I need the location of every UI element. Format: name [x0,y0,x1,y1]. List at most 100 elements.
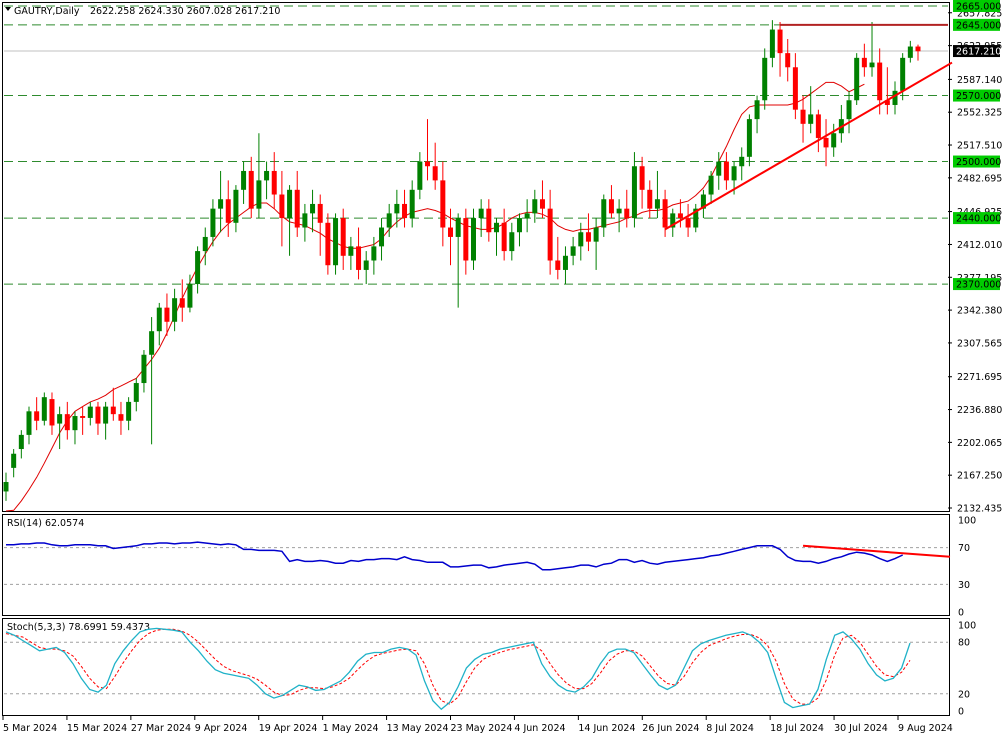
candle[interactable] [509,222,515,261]
candle[interactable] [900,53,906,101]
candle[interactable] [87,401,93,426]
candle[interactable] [325,213,331,275]
candle[interactable] [271,152,277,209]
candle[interactable] [555,236,561,280]
candle[interactable] [470,208,476,270]
candle[interactable] [785,38,791,82]
candle[interactable] [440,161,446,247]
collapse-triangle-icon[interactable] [5,7,11,11]
candle[interactable] [493,218,499,256]
candle[interactable] [647,180,653,219]
candle[interactable] [823,119,829,167]
candle[interactable] [532,189,538,223]
candle[interactable] [64,401,70,440]
candle[interactable] [394,189,400,228]
candle[interactable] [432,142,438,190]
candle[interactable] [501,208,507,261]
candle[interactable] [141,350,147,393]
candle[interactable] [578,222,584,261]
candle[interactable] [516,213,522,247]
candle[interactable] [402,189,408,228]
candle[interactable] [907,40,913,63]
candle[interactable] [486,199,492,242]
candle[interactable] [700,189,706,219]
candle[interactable] [854,53,860,105]
candle[interactable] [72,411,78,445]
candle[interactable] [593,218,599,270]
candle[interactable] [49,392,55,435]
candle[interactable] [654,170,660,219]
candle[interactable] [455,213,461,308]
candle[interactable] [333,213,339,275]
candle[interactable] [264,161,270,200]
candle[interactable] [133,378,139,412]
candle[interactable] [256,133,262,219]
candle[interactable] [310,189,316,233]
candle[interactable] [915,44,921,61]
candle[interactable] [118,401,124,435]
candle[interactable] [746,114,752,167]
candle[interactable] [210,199,216,247]
candle[interactable] [808,86,814,134]
candle[interactable] [425,119,431,181]
candle[interactable] [3,472,9,501]
candle[interactable] [892,81,898,115]
candle[interactable] [34,397,40,431]
candle[interactable] [800,95,806,143]
candle[interactable] [57,406,63,450]
candle[interactable] [723,152,729,190]
candle[interactable] [11,449,17,478]
candle[interactable] [126,397,132,431]
candle[interactable] [356,227,362,280]
candle[interactable] [670,208,676,237]
candle[interactable] [562,246,568,285]
candle[interactable] [448,208,454,266]
candle[interactable] [26,406,32,445]
candle[interactable] [539,180,545,219]
candle[interactable] [348,236,354,270]
candle[interactable] [716,152,722,190]
candle[interactable] [110,387,116,421]
candle[interactable] [41,392,47,426]
candle[interactable] [363,251,369,285]
candle[interactable] [409,180,415,228]
candle[interactable] [601,194,607,237]
candle[interactable] [631,152,637,228]
candle[interactable] [792,53,798,120]
candle[interactable] [95,401,101,435]
candle[interactable] [248,156,254,219]
uptrend-line[interactable] [664,61,953,231]
candle[interactable] [846,90,852,134]
candle[interactable] [287,185,293,256]
candle[interactable] [187,274,193,313]
candle[interactable] [754,95,760,134]
candle[interactable] [371,236,377,275]
candle[interactable] [585,213,591,252]
candle[interactable] [877,48,883,115]
candle[interactable] [172,288,178,332]
candle[interactable] [202,227,208,266]
candle[interactable] [279,170,285,247]
candle[interactable] [861,43,867,77]
candle[interactable] [547,189,553,275]
candle[interactable] [195,246,201,294]
candle[interactable] [164,293,170,336]
candle[interactable] [524,199,530,233]
candle[interactable] [639,156,645,209]
candle[interactable] [831,123,837,157]
candle[interactable] [294,170,300,237]
candle[interactable] [762,48,768,110]
candle[interactable] [179,279,185,322]
candle[interactable] [570,236,576,266]
candle[interactable] [80,406,86,435]
candle[interactable] [149,317,155,445]
candle[interactable] [103,401,109,440]
candle[interactable] [233,185,239,233]
candle[interactable] [685,203,691,237]
candle[interactable] [386,203,392,237]
candle[interactable] [616,199,622,233]
candle[interactable] [302,203,308,242]
candle[interactable] [379,218,385,261]
candle[interactable] [218,170,224,233]
